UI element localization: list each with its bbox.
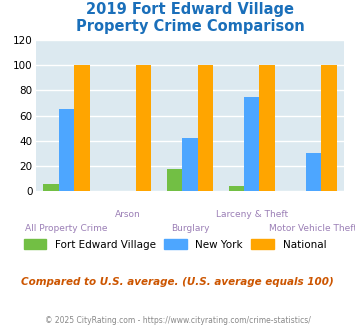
Legend: Fort Edward Village, New York, National: Fort Edward Village, New York, National	[20, 235, 331, 254]
Bar	[321, 65, 337, 191]
Bar	[59, 109, 74, 191]
Text: All Property Crime: All Property Crime	[25, 224, 108, 233]
Bar	[182, 138, 198, 191]
Bar	[167, 169, 182, 191]
Bar	[74, 65, 89, 191]
Text: Motor Vehicle Theft: Motor Vehicle Theft	[269, 224, 355, 233]
Bar	[198, 65, 213, 191]
Bar	[43, 184, 59, 191]
Bar	[306, 153, 321, 191]
Bar	[244, 97, 260, 191]
Text: Burglary: Burglary	[171, 224, 209, 233]
Text: Larceny & Theft: Larceny & Theft	[215, 210, 288, 218]
Bar	[229, 186, 244, 191]
Title: 2019 Fort Edward Village
Property Crime Comparison: 2019 Fort Edward Village Property Crime …	[76, 2, 304, 34]
Bar	[136, 65, 151, 191]
Text: Arson: Arson	[115, 210, 141, 218]
Text: Compared to U.S. average. (U.S. average equals 100): Compared to U.S. average. (U.S. average …	[21, 278, 334, 287]
Bar	[260, 65, 275, 191]
Text: © 2025 CityRating.com - https://www.cityrating.com/crime-statistics/: © 2025 CityRating.com - https://www.city…	[45, 316, 310, 325]
